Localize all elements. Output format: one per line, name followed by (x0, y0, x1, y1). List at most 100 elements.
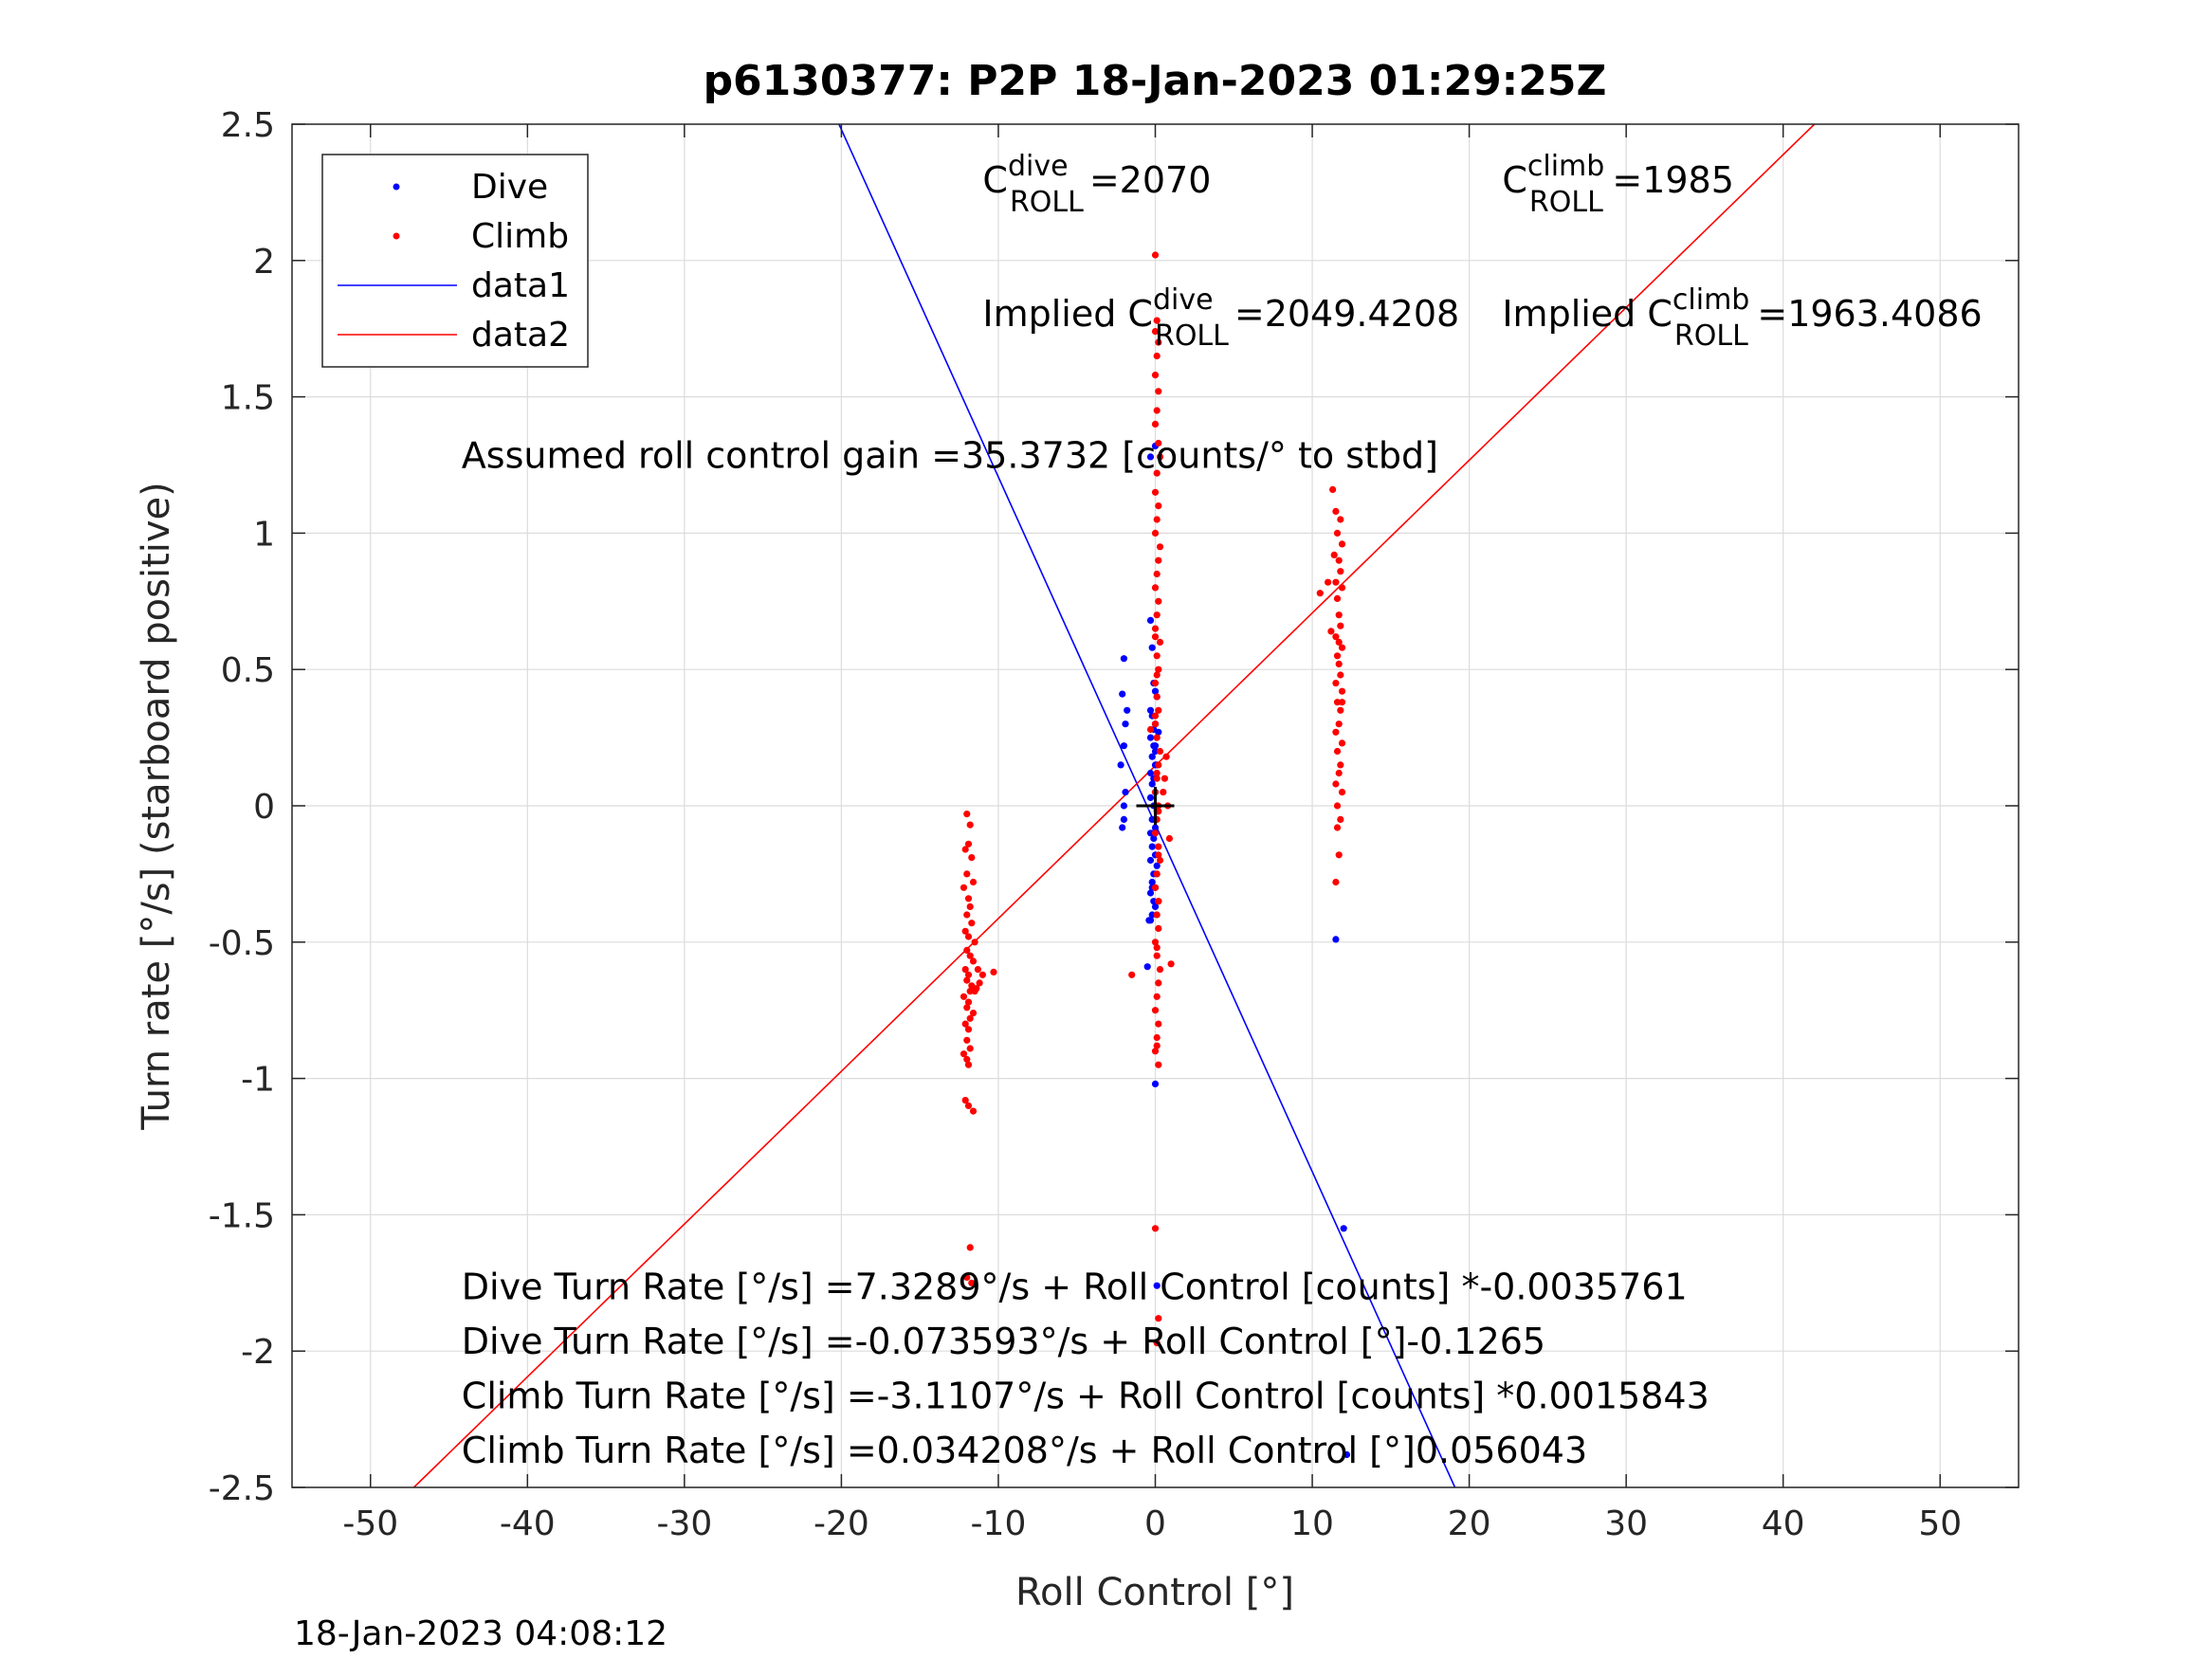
climb-point (966, 1045, 974, 1052)
climb-point (1335, 660, 1343, 668)
annotation-text: Climb Turn Rate [°/s] =-3.1107°/s + Roll… (462, 1376, 1709, 1417)
legend-data1-label: data1 (471, 266, 570, 305)
climb-point (1155, 665, 1162, 673)
climb-point (1151, 1048, 1160, 1055)
climb-point (966, 902, 974, 911)
climb-point (966, 952, 974, 959)
climb-point (1337, 706, 1344, 714)
y-tick-label: -0.5 (209, 924, 275, 963)
climb-point (1151, 1007, 1160, 1014)
dive-point (1148, 644, 1156, 651)
climb-point (966, 1244, 974, 1251)
x-tick-label: 30 (1604, 1504, 1648, 1543)
climb-point (969, 878, 978, 886)
climb-point (1151, 584, 1160, 592)
climb-point (969, 1107, 978, 1115)
dive-point (1117, 761, 1124, 769)
climb-point (963, 811, 971, 818)
y-tick-label: -1 (241, 1061, 275, 1100)
climb-point (1155, 761, 1162, 769)
climb-point (968, 920, 976, 927)
dive-point (1122, 789, 1129, 796)
legend-climb-marker (393, 232, 400, 240)
data-points (960, 251, 1351, 1459)
climb-point (961, 1020, 969, 1028)
dive-point (1119, 824, 1126, 831)
x-tick-label: 10 (1290, 1504, 1334, 1543)
climb-point (1146, 725, 1155, 734)
climb-point (1332, 780, 1340, 788)
annotation-coefficient: Cdive (982, 150, 1068, 201)
climb-point (960, 993, 968, 1000)
legend-dive-label: Dive (471, 168, 548, 207)
y-tick-label: 0 (253, 788, 275, 827)
annotation-value: =1985 (1612, 159, 1734, 201)
climb-point (1329, 485, 1337, 494)
annotation-coefficient: Implied Cdive (982, 283, 1213, 335)
climb-point (1155, 1315, 1162, 1322)
climb-point (1151, 372, 1160, 379)
annotation-text: Dive Turn Rate [°/s] =-0.073593°/s + Rol… (462, 1321, 1545, 1362)
legend-data2-label: data2 (471, 316, 570, 355)
climb-point (1316, 590, 1324, 597)
dive-point (1343, 1450, 1351, 1459)
climb-point (1156, 638, 1164, 647)
climb-point (1332, 680, 1340, 687)
climb-point (1151, 633, 1160, 641)
climb-point (964, 1026, 973, 1033)
dive-point (1151, 747, 1160, 756)
climb-point (1338, 644, 1346, 651)
y-tick-label: -2.5 (209, 1469, 275, 1508)
annotation-text: Assumed roll control gain =35.3732 [coun… (462, 434, 1438, 476)
climb-point (1155, 706, 1162, 714)
climb-point (1160, 789, 1167, 796)
dive-point (1145, 917, 1153, 924)
climb-point (1151, 328, 1160, 336)
dive-point (1146, 706, 1155, 714)
climb-point (1325, 578, 1332, 586)
climb-point (1332, 728, 1340, 736)
dive-point (1150, 898, 1158, 905)
y-tick-label: 2.5 (221, 106, 275, 145)
climb-point (964, 998, 973, 1006)
climb-point (1153, 911, 1161, 919)
dive-point (1148, 753, 1156, 760)
climb-point (1337, 516, 1344, 523)
climb-point (1335, 556, 1343, 564)
x-tick-label: -20 (814, 1504, 869, 1543)
dive-point (1151, 742, 1160, 750)
dive-point (1151, 902, 1160, 911)
annotation-value: =2070 (1089, 159, 1212, 201)
climb-point (971, 988, 978, 995)
climb-point (964, 840, 973, 848)
climb-point (1327, 628, 1335, 635)
climb-point (1155, 338, 1162, 346)
climb-point (961, 927, 969, 935)
annotation-coefficient: Cclimb (1502, 150, 1604, 201)
y-tick-label: 1 (253, 515, 275, 554)
dive-point (1119, 690, 1126, 698)
annotation-subscript: ROLL (1010, 186, 1084, 219)
dive-point (1120, 655, 1127, 663)
climb-point (1333, 747, 1342, 756)
climb-point (1153, 611, 1161, 619)
climb-point (1156, 856, 1164, 865)
climb-point (963, 911, 971, 919)
dive-point (1153, 1282, 1161, 1289)
annotation-subscript: ROLL (1529, 186, 1603, 219)
climb-point (963, 870, 971, 878)
dive-point (1148, 780, 1156, 788)
dive-point (1146, 856, 1155, 865)
climb-point (1332, 633, 1340, 641)
y-tick-label: -1.5 (209, 1196, 275, 1235)
climb-point (963, 976, 971, 984)
climb-point (1337, 815, 1344, 824)
climb-point (1153, 317, 1161, 324)
climb-point (1333, 652, 1342, 660)
annotation-subscript: ROLL (1155, 319, 1229, 353)
x-tick-label: 0 (1144, 1504, 1166, 1543)
dive-point (1340, 1225, 1347, 1232)
climb-point (1153, 516, 1161, 523)
climb-point (960, 884, 968, 891)
annotation-value: =1963.4086 (1757, 293, 1982, 335)
